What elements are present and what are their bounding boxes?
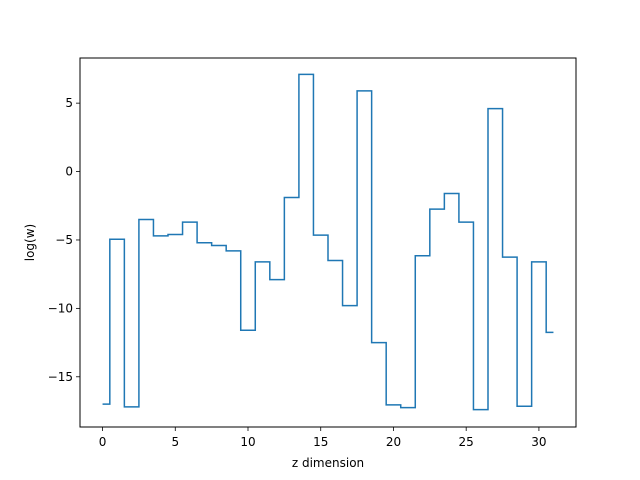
x-axis-label: z dimension <box>292 456 364 470</box>
y-tick-label: 5 <box>65 96 73 110</box>
y-tick-label: −15 <box>48 370 73 384</box>
series-line-0 <box>102 73 554 411</box>
y-tick-label: −5 <box>55 233 73 247</box>
x-tick-label: 15 <box>313 435 328 449</box>
y-axis-label: log(w) <box>23 224 37 261</box>
tick-layer: 0 5 10 15 20 25 30 −15 −10 −5 0 5 <box>48 96 547 449</box>
x-tick-label: 0 <box>99 435 107 449</box>
x-tick-label: 30 <box>531 435 546 449</box>
plot-area <box>102 73 554 411</box>
x-tick-label: 20 <box>386 435 401 449</box>
y-tick-label: 0 <box>65 165 73 179</box>
x-tick-label: 25 <box>459 435 474 449</box>
x-tick-label: 10 <box>240 435 255 449</box>
y-tick-label: −10 <box>48 301 73 315</box>
axes-frame <box>79 57 577 428</box>
x-tick-label: 5 <box>171 435 179 449</box>
